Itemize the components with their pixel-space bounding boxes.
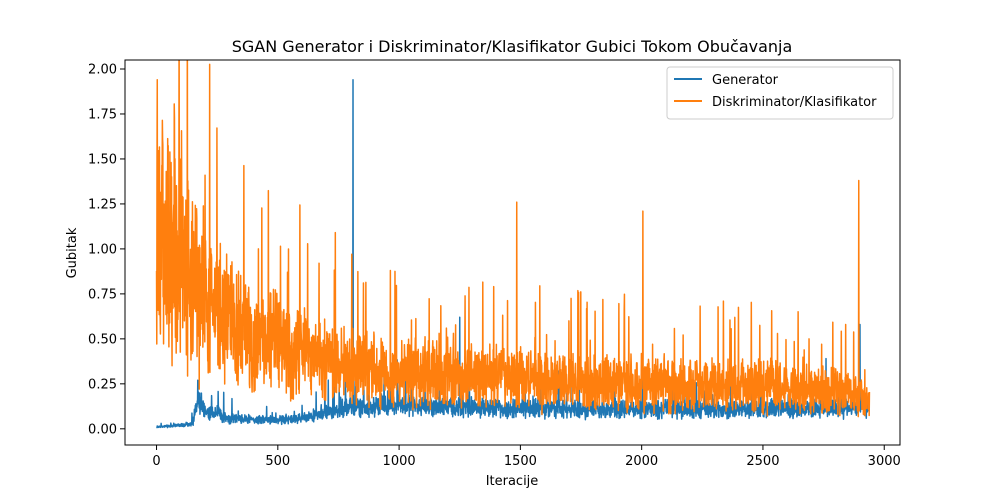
y-tick-label: 0.75 xyxy=(88,287,117,302)
x-axis-label: Iteracije xyxy=(486,474,539,489)
y-tick-label: 0.25 xyxy=(88,377,117,392)
x-tick-label: 1500 xyxy=(504,454,537,469)
x-tick-label: 0 xyxy=(152,454,160,469)
legend: Generator Diskriminator/Klasifikator xyxy=(666,66,894,120)
y-tick-label: 1.50 xyxy=(88,152,117,167)
x-tick-label: 2000 xyxy=(625,454,658,469)
y-axis-label: Gubitak xyxy=(65,227,80,278)
plot-frame xyxy=(124,59,901,446)
legend-label-generator: Generator xyxy=(712,73,779,88)
legend-box xyxy=(666,66,894,120)
x-tick-label: 3000 xyxy=(868,454,901,469)
y-tick-label: 2.00 xyxy=(88,62,117,77)
x-tick-label: 1000 xyxy=(383,454,416,469)
x-tick-label: 500 xyxy=(265,454,290,469)
y-tick-label: 1.00 xyxy=(88,242,117,257)
x-tick-label: 2500 xyxy=(746,454,779,469)
x-axis: 0 500 1000 1500 2000 2500 3000 xyxy=(152,445,901,469)
series-line-generator xyxy=(156,79,870,429)
series-layer xyxy=(155,60,871,429)
series-line-discriminator xyxy=(155,60,871,418)
y-axis: 0.00 0.25 0.50 0.75 1.00 1.25 1.50 1.75 2.00 xyxy=(88,62,125,437)
legend-label-discriminator: Diskriminator/Klasifikator xyxy=(712,95,877,110)
y-tick-label: 0.50 xyxy=(88,332,117,347)
y-tick-label: 0.00 xyxy=(88,422,117,437)
chart-title: SGAN Generator i Diskriminator/Klasifika… xyxy=(232,37,793,56)
y-tick-label: 1.25 xyxy=(88,197,117,212)
y-tick-label: 1.75 xyxy=(88,107,117,122)
plot-area xyxy=(155,60,871,429)
